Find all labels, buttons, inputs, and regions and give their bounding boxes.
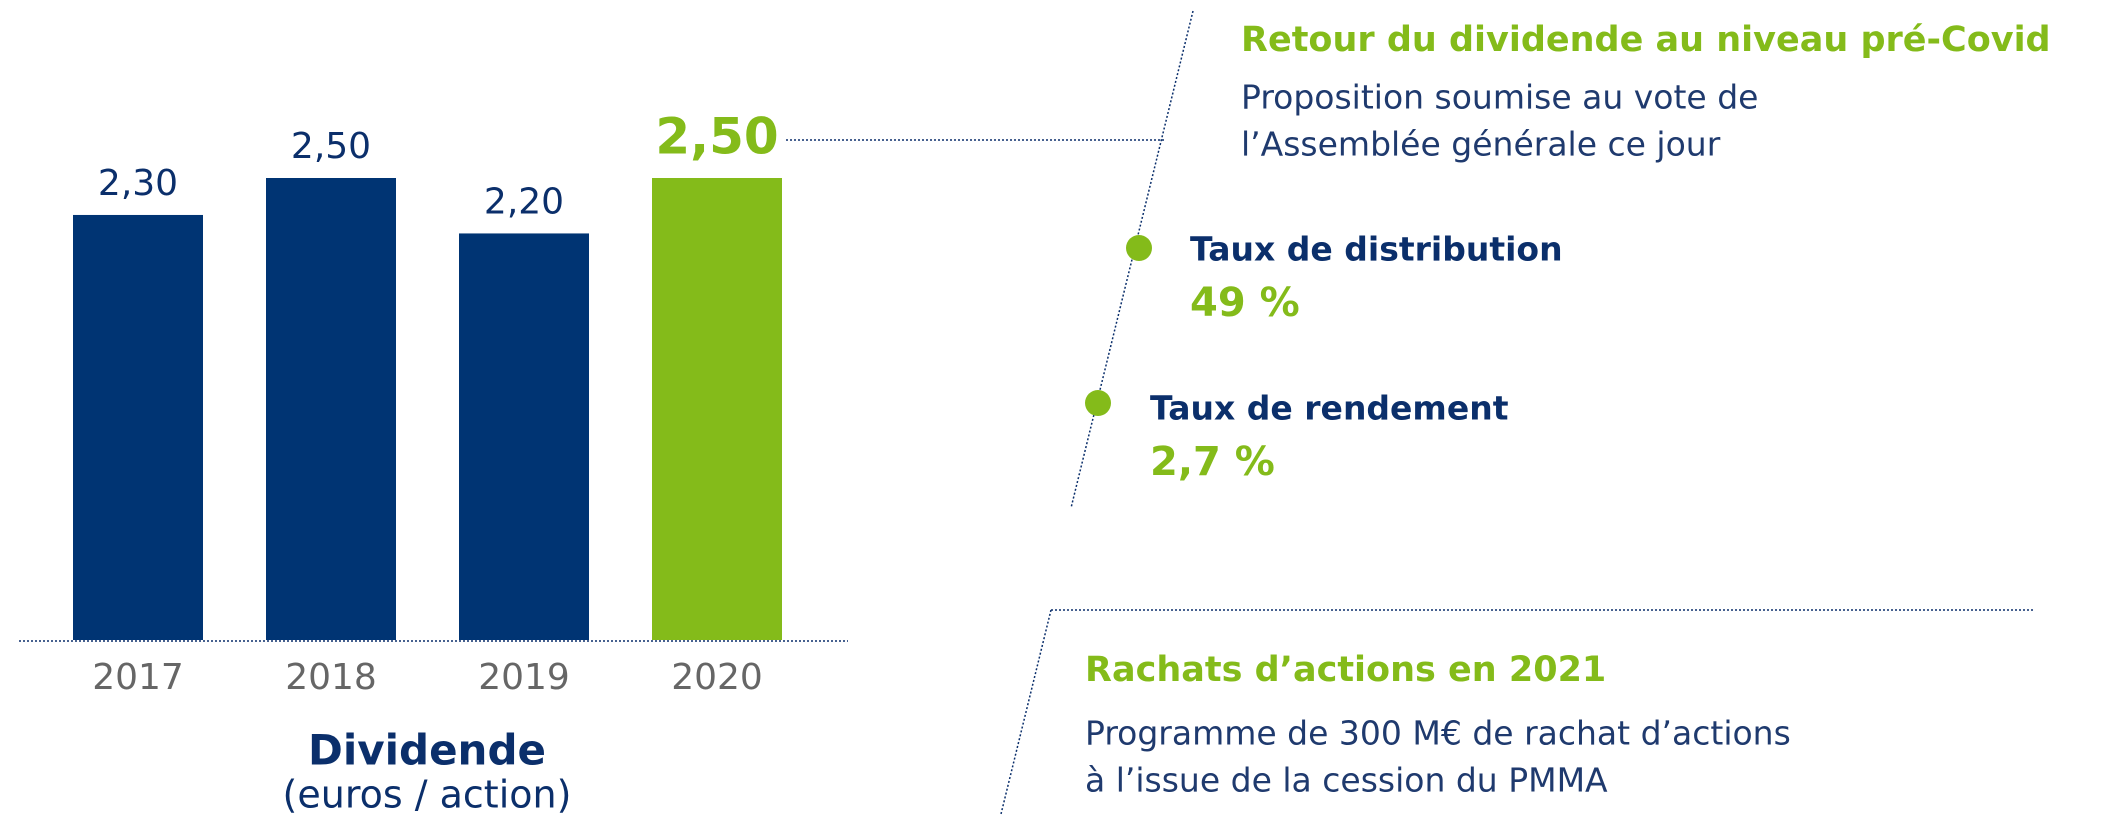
item-value: 49 % [1190,280,1300,326]
chart-subtitle: (euros / action) [283,773,572,817]
item-label: Taux de rendement [1150,389,1509,428]
item-label: Taux de distribution [1190,230,1563,269]
bar [652,178,782,640]
bar [266,178,396,640]
buyback-line: à l’issue de la cession du PMMA [1085,761,1608,800]
divider [1070,10,1194,509]
value-label: 2,20 [484,181,564,222]
buyback-line: Programme de 300 M€ de rachat d’actions [1085,714,1791,753]
divider [1000,609,1052,815]
bullet [1126,235,1152,261]
value-label: 2,50 [291,126,371,167]
bar [459,233,589,640]
highlight-line: l’Assemblée générale ce jour [1241,125,1721,164]
value-label: 2,30 [98,163,178,204]
x-tick-label: 2020 [671,657,763,698]
x-tick-label: 2017 [92,657,184,698]
buyback-title: Rachats d’actions en 2021 [1085,650,1606,690]
value-label: 2,50 [655,108,778,166]
x-tick-label: 2019 [478,657,570,698]
highlight-title: Retour du dividende au niveau pré-Covid [1241,20,2051,60]
chart-title: Dividende [308,726,546,775]
item-value: 2,7 % [1150,439,1275,485]
bullet [1085,390,1111,416]
highlight-line: Proposition soumise au vote de [1241,78,1758,117]
x-tick-label: 2018 [285,657,377,698]
bar [73,214,203,640]
